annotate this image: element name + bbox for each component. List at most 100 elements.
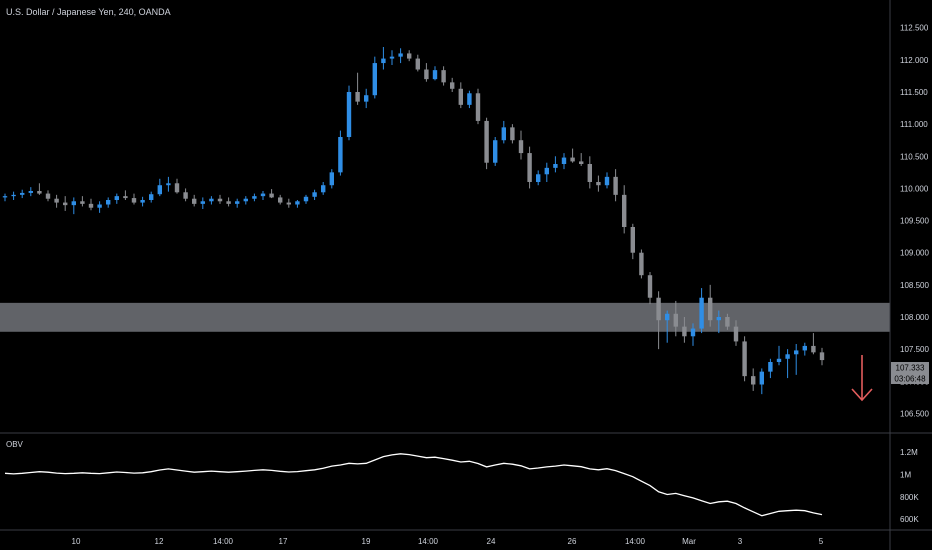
candle-body <box>398 53 403 57</box>
obv-line <box>4 453 823 517</box>
candle-body <box>424 69 429 80</box>
candle-body <box>269 193 274 198</box>
candles-group <box>2 47 825 395</box>
obv-tick-label: 800K <box>900 493 919 502</box>
candle-body <box>544 167 549 175</box>
chart-title: U.S. Dollar / Japanese Yen, 240, OANDA <box>6 7 171 17</box>
candle-body <box>776 358 782 362</box>
candle-body <box>613 176 618 195</box>
time-tick-label: 14:00 <box>418 537 439 546</box>
time-tick-label: 5 <box>819 537 824 546</box>
obv-axis: 1.2M 1M 800K 600K <box>900 448 919 524</box>
time-tick-label: 14:00 <box>625 537 646 546</box>
candle-body <box>407 53 412 59</box>
candle-body <box>501 127 506 141</box>
candle-body <box>725 317 730 327</box>
candle-body <box>690 328 696 337</box>
candle-body <box>381 58 386 64</box>
candle-body <box>45 193 51 199</box>
candle-body <box>665 313 670 321</box>
candle-body <box>2 196 8 198</box>
candle-body <box>570 157 575 162</box>
last-price-value: 107.333 <box>896 364 925 373</box>
time-tick-label: 10 <box>72 537 81 546</box>
candle-body <box>183 192 188 199</box>
price-tick-label: 112.000 <box>900 56 929 65</box>
candle-body <box>71 201 76 206</box>
last-price-badge: 107.333 <box>891 362 929 373</box>
time-tick-label: 3 <box>738 537 743 546</box>
candle-body <box>493 140 498 163</box>
candle-body <box>467 93 472 105</box>
candle-body <box>510 127 515 141</box>
candle-body <box>639 252 644 276</box>
candle-body <box>28 191 33 193</box>
price-tick-label: 110.500 <box>900 152 929 161</box>
candle-body <box>166 183 171 186</box>
time-tick-label: Mar <box>682 537 696 546</box>
price-tick-label: 108.000 <box>900 313 929 322</box>
candle-body <box>458 88 463 105</box>
candle-body <box>518 140 524 154</box>
candle-body <box>587 164 592 182</box>
candle-body <box>415 58 420 70</box>
candle-body <box>536 174 541 182</box>
candle-body <box>596 182 601 186</box>
candle-body <box>673 313 678 327</box>
price-axis: 112.500 112.000 111.500 111.000 110.500 110.0… <box>900 24 929 419</box>
candle-body <box>106 200 111 205</box>
candle-body <box>811 345 816 353</box>
candle-body <box>708 297 713 321</box>
candle-body <box>97 204 102 208</box>
candle-body <box>114 196 119 200</box>
candle-body <box>11 194 16 197</box>
price-tick-label: 107.500 <box>900 345 929 354</box>
candle-body <box>475 93 481 121</box>
candle-body <box>88 203 94 208</box>
price-tick-label: 109.500 <box>900 217 929 226</box>
candle-body <box>80 201 85 204</box>
candle-body <box>579 161 584 164</box>
candle-body <box>63 202 68 206</box>
candle-body <box>785 354 790 359</box>
time-tick-label: 14:00 <box>213 537 234 546</box>
time-tick-label: 19 <box>362 537 371 546</box>
candle-body <box>252 196 257 199</box>
time-tick-label: 12 <box>155 537 164 546</box>
time-axis: 10 12 14:00 17 19 14:00 24 26 14:00 Mar 3 5 <box>72 537 824 546</box>
candle-body <box>140 200 145 203</box>
candle-body <box>260 193 266 197</box>
obv-indicator-label[interactable]: OBV <box>6 440 23 449</box>
price-tick-label: 108.500 <box>900 281 929 290</box>
candle-body <box>733 326 739 342</box>
candle-body <box>553 164 558 168</box>
candle-body <box>372 63 377 96</box>
sr-zone <box>0 302 890 332</box>
candle-body <box>217 198 223 202</box>
obv-tick-label: 1M <box>900 470 911 479</box>
candle-body <box>604 176 610 186</box>
candle-body <box>209 198 214 202</box>
countdown-badge: 03:06:48 <box>891 373 929 384</box>
candle-body <box>226 201 231 204</box>
price-tick-label: 112.500 <box>900 24 929 33</box>
candle-body <box>364 95 369 102</box>
candle-body <box>819 352 825 361</box>
candle-body <box>295 201 300 205</box>
candle-body <box>312 192 317 197</box>
candle-body <box>286 202 291 205</box>
candle-body <box>742 341 747 377</box>
candle-body <box>751 376 756 385</box>
candle-body <box>20 192 25 195</box>
obv-tick-label: 600K <box>900 515 919 524</box>
time-tick-label: 17 <box>279 537 288 546</box>
candle-body <box>346 92 352 137</box>
price-tick-label: 106.500 <box>900 409 929 418</box>
obv-tick-label: 1.2M <box>900 448 918 457</box>
candle-body <box>192 198 197 204</box>
candle-body <box>794 350 799 355</box>
candle-body <box>450 82 455 89</box>
candle-body <box>278 197 283 203</box>
candle-body <box>200 201 205 204</box>
